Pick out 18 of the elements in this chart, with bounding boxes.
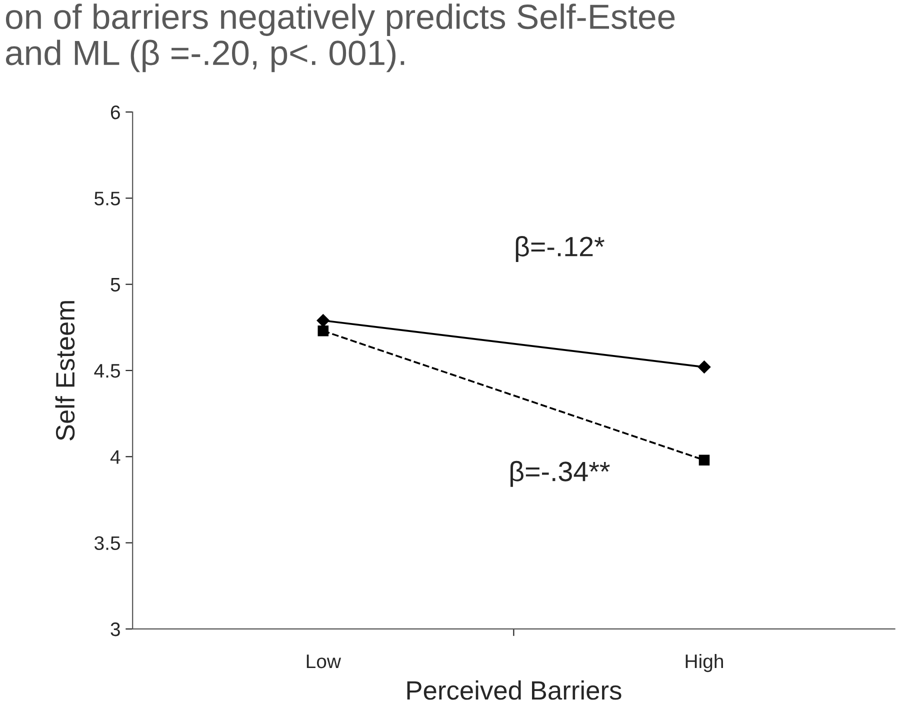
point — [318, 325, 329, 336]
x-axis-title: Perceived Barriers — [407, 680, 622, 700]
point — [698, 360, 711, 374]
point — [316, 314, 330, 327]
y-tick-label: 3 — [110, 622, 120, 636]
y-axis-title: Self Esteem — [55, 301, 75, 440]
y-tick-label: 3.5 — [94, 536, 120, 550]
y-tick-label: 4.5 — [94, 364, 120, 378]
chart-title: on of barriers negatively predicts Self-Estee and ML (β =-.20, p<. 001). — [6, 4, 675, 72]
x-tick-label: High — [686, 654, 723, 672]
annotation: β=-.34** — [510, 460, 610, 487]
y-tick-label: 6 — [110, 105, 120, 120]
y-tick-label: 4 — [110, 450, 120, 464]
y-tick-label: 5 — [110, 278, 120, 292]
y-tick-label: 5.5 — [94, 192, 120, 206]
annotation: β=-.12* — [516, 236, 604, 262]
x-tick-label: Low — [306, 654, 342, 668]
point — [698, 454, 710, 466]
